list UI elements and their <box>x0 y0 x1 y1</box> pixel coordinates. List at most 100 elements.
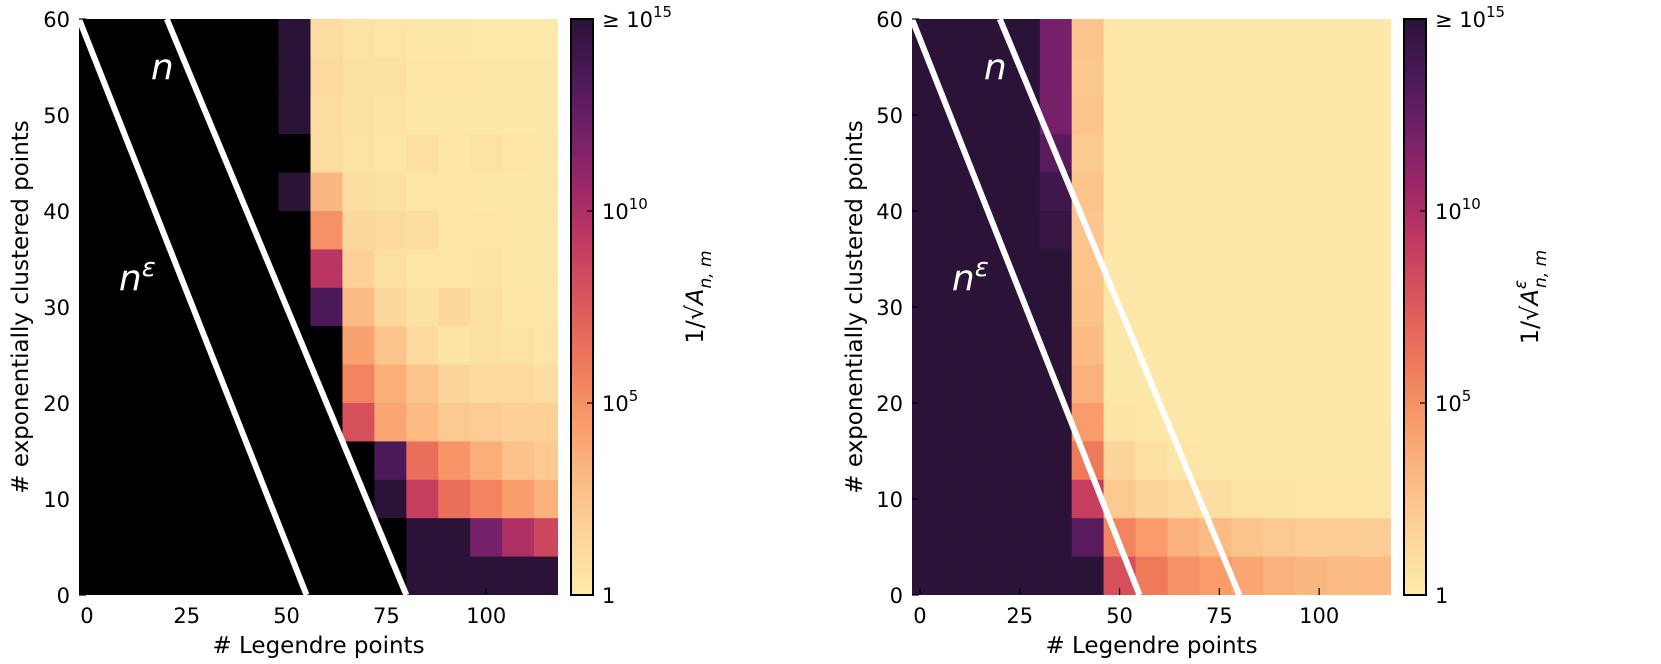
heatmap-cell <box>1199 441 1232 481</box>
heatmap-cell <box>1295 95 1328 135</box>
heatmap-cell <box>1231 19 1264 58</box>
heatmap-cell <box>1007 211 1041 250</box>
x-tick-label: 75 <box>373 604 400 628</box>
heatmap-cell <box>1263 57 1296 97</box>
heatmap-cell <box>118 211 152 250</box>
heatmap-cell <box>278 441 312 481</box>
heatmap-cell <box>1199 19 1232 58</box>
reference-line-label: nε <box>119 253 156 299</box>
heatmap-cell <box>1135 211 1169 250</box>
heatmap-cell <box>1263 403 1296 442</box>
heatmap-cell <box>975 95 1009 135</box>
heatmap-cell <box>1199 249 1232 289</box>
colorbar-tick-label: 1 <box>602 584 615 608</box>
colorbar-tick-label: 105 <box>1435 387 1471 416</box>
heatmap-cell <box>943 19 977 58</box>
heatmap-cell <box>534 57 558 97</box>
heatmap-cell <box>374 287 407 327</box>
heatmap-cell <box>438 326 471 366</box>
heatmap-cell <box>278 57 312 97</box>
heatmap-cell <box>1103 172 1137 212</box>
heatmap-cell <box>1327 172 1360 212</box>
heatmap-cell <box>1007 403 1041 442</box>
heatmap-cell <box>406 364 439 404</box>
heatmap-cell <box>150 556 184 595</box>
heatmap-cell <box>214 57 248 97</box>
heatmap-cell <box>438 518 471 558</box>
heatmap-cell <box>150 518 184 558</box>
heatmap-cell <box>1007 479 1041 519</box>
heatmap-cell <box>374 134 407 174</box>
heatmap-cell <box>342 556 375 595</box>
heatmap-cell <box>502 134 535 174</box>
heatmap-cell <box>406 287 439 327</box>
heatmap-cell <box>1167 556 1200 595</box>
heatmap-cell <box>246 19 280 58</box>
heatmap-cell <box>1263 479 1296 519</box>
heatmap-cell <box>1231 326 1264 366</box>
heatmap-cell <box>1295 172 1328 212</box>
heatmap-cell <box>1135 19 1169 58</box>
heatmap-cell <box>118 403 152 442</box>
heatmap-cell <box>912 134 945 174</box>
heatmap-cell <box>1231 441 1264 481</box>
heatmap-cell <box>470 403 503 442</box>
heatmap-cell <box>1039 479 1073 519</box>
heatmap-cell <box>246 57 280 97</box>
heatmap-cell <box>438 19 471 58</box>
heatmap-cells <box>79 19 558 595</box>
heatmap-cell <box>79 326 120 366</box>
heatmap-cell <box>470 479 503 519</box>
heatmap-cell <box>1039 57 1073 97</box>
heatmap-cell <box>1359 326 1391 366</box>
heatmap-cell <box>1167 249 1200 289</box>
heatmap-cell <box>342 134 375 174</box>
heatmap-cell <box>502 479 535 519</box>
heatmap-cell <box>502 287 535 327</box>
heatmap-cell <box>1295 287 1328 327</box>
reference-line-n <box>164 19 410 595</box>
colorbar-tick-label: 1010 <box>1435 195 1481 224</box>
heatmap-cell <box>214 95 248 135</box>
heatmap-cell <box>79 172 120 212</box>
heatmap-cell <box>342 403 375 442</box>
heatmap-cell <box>1359 57 1391 97</box>
heatmap-cell <box>1167 518 1200 558</box>
heatmap-cell <box>118 364 152 404</box>
heatmap-cell <box>150 403 184 442</box>
heatmap-cell <box>1135 441 1169 481</box>
heatmap-cell <box>502 249 535 289</box>
heatmap-cell <box>278 172 312 212</box>
heatmap-cell <box>470 287 503 327</box>
x-tick-label: 25 <box>1006 604 1033 628</box>
heatmap-cell <box>943 518 977 558</box>
heatmap-cell <box>1327 95 1360 135</box>
heatmap-cell <box>502 556 535 595</box>
heatmap-cell <box>943 249 977 289</box>
heatmap-cell <box>438 479 471 519</box>
heatmap-cell <box>1263 556 1296 595</box>
heatmap-cell <box>502 441 535 481</box>
heatmap-cell <box>182 518 216 558</box>
heatmap-cell <box>406 211 439 250</box>
heatmap-cell <box>1295 479 1328 519</box>
heatmap-cell <box>278 479 312 519</box>
heatmap-cell <box>1007 556 1041 595</box>
reference-line-n-eps <box>912 19 1143 595</box>
heatmap-cell <box>470 134 503 174</box>
heatmap-cell <box>943 441 977 481</box>
y-tick-label: 50 <box>876 104 903 128</box>
heatmap-cell <box>342 95 375 135</box>
heatmap-cell <box>438 287 471 327</box>
heatmap-cell <box>342 57 375 97</box>
heatmap-cell <box>310 556 344 595</box>
heatmap-cell <box>1039 249 1073 289</box>
heatmap-cell <box>374 211 407 250</box>
heatmap-cell <box>1327 19 1360 58</box>
y-tick-label: 30 <box>43 296 70 320</box>
heatmap-cell <box>214 479 248 519</box>
heatmap-cell <box>975 364 1009 404</box>
heatmap-cell <box>1295 556 1328 595</box>
reference-line-label: nε <box>952 253 989 299</box>
